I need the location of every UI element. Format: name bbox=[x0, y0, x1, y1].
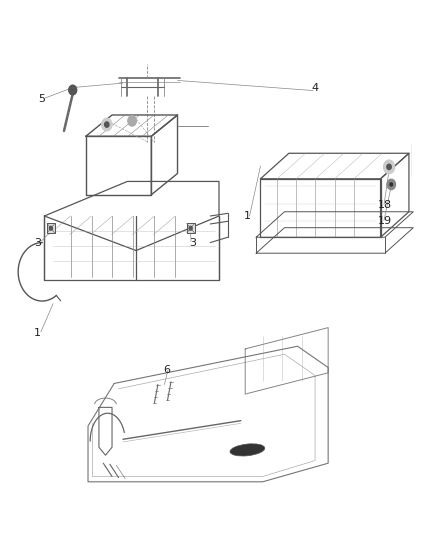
Circle shape bbox=[102, 118, 112, 131]
Ellipse shape bbox=[230, 444, 265, 456]
Circle shape bbox=[189, 227, 192, 230]
Text: 18: 18 bbox=[378, 200, 392, 211]
Text: 5: 5 bbox=[39, 94, 46, 104]
Circle shape bbox=[128, 116, 137, 126]
Circle shape bbox=[387, 179, 396, 190]
Text: 19: 19 bbox=[378, 216, 392, 227]
Circle shape bbox=[69, 85, 77, 95]
Circle shape bbox=[105, 122, 109, 127]
Circle shape bbox=[387, 164, 391, 169]
Circle shape bbox=[49, 227, 53, 230]
Text: 4: 4 bbox=[311, 83, 318, 93]
Text: 1: 1 bbox=[34, 328, 41, 338]
Circle shape bbox=[383, 160, 395, 174]
Text: 3: 3 bbox=[189, 238, 196, 247]
Bar bbox=[187, 223, 194, 233]
Bar bbox=[47, 223, 55, 233]
Circle shape bbox=[390, 183, 392, 186]
Text: 1: 1 bbox=[244, 211, 251, 221]
Text: 6: 6 bbox=[163, 365, 170, 375]
Text: 3: 3 bbox=[34, 238, 41, 247]
